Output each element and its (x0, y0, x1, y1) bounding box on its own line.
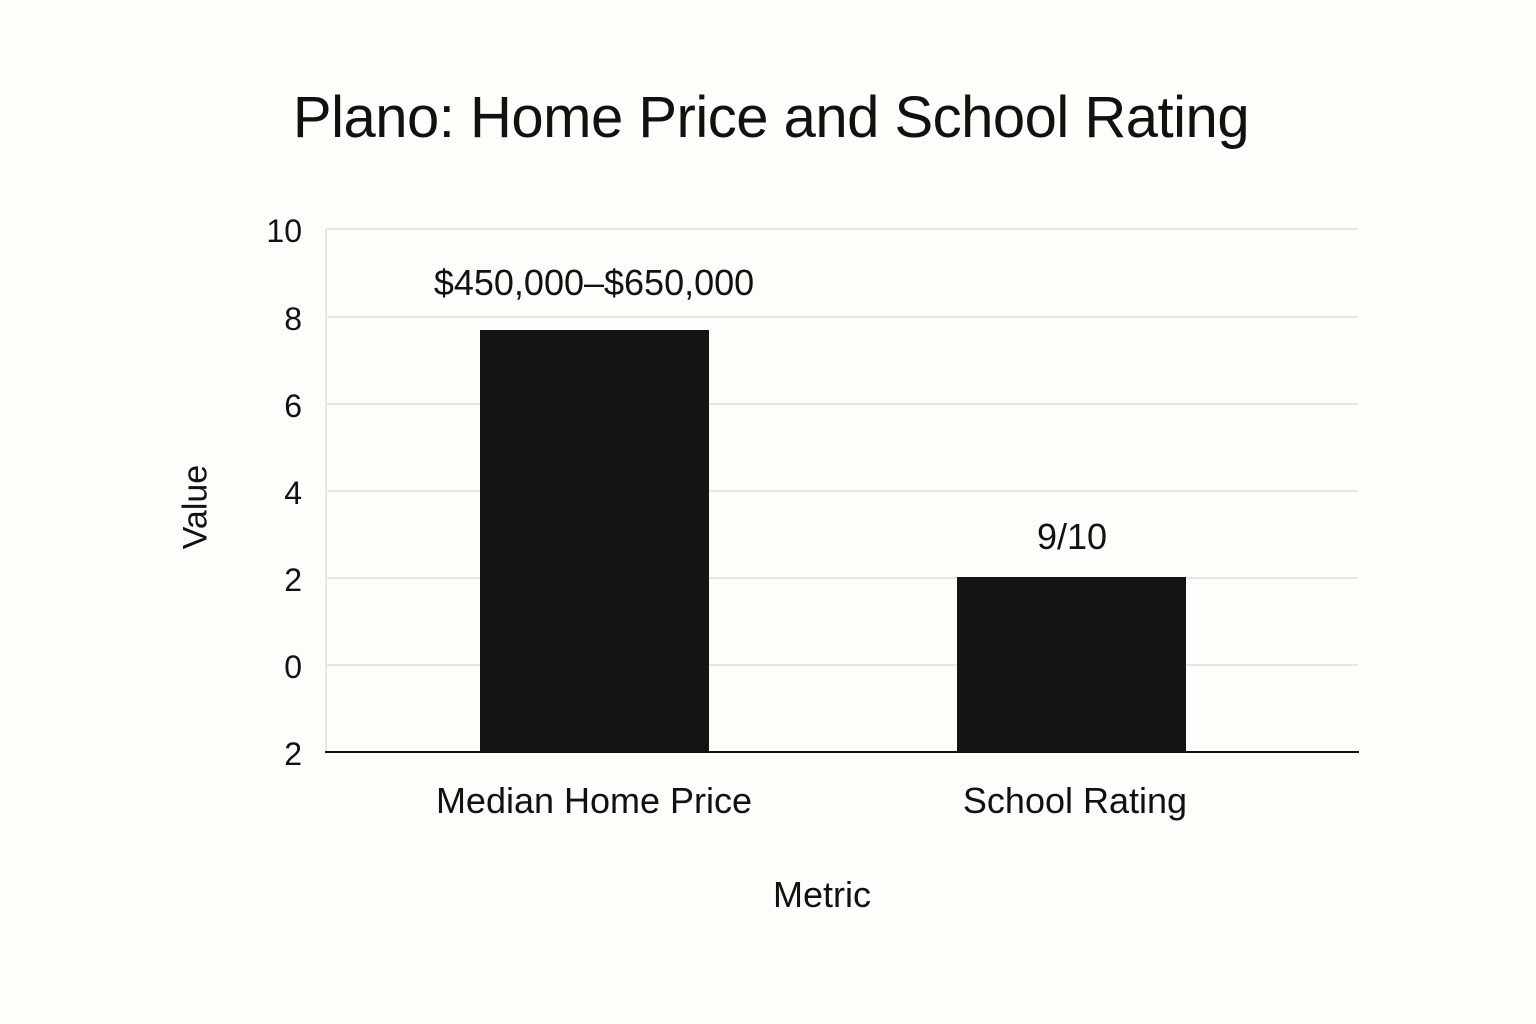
gridline (326, 577, 1358, 579)
chart-title: Plano: Home Price and School Rating (292, 85, 1250, 150)
y-axis-line (325, 229, 327, 753)
x-axis-label: Metric (773, 874, 871, 915)
y-tick: 10 (266, 213, 302, 249)
y-tick: 4 (284, 475, 302, 511)
bar-school-rating (957, 577, 1186, 752)
data-label: $450,000–$650,000 (433, 262, 755, 303)
gridline (326, 664, 1358, 666)
data-label: 9/10 (1036, 516, 1108, 557)
x-tick: Median Home Price (435, 780, 753, 821)
x-axis-line (325, 751, 1359, 753)
gridline (326, 490, 1358, 492)
gridline (326, 403, 1358, 405)
gridline (326, 316, 1358, 318)
x-tick: School Rating (962, 780, 1188, 821)
y-tick: 6 (284, 388, 302, 424)
gridline (326, 228, 1358, 230)
y-tick: 2 (284, 736, 302, 772)
y-tick: 0 (284, 649, 302, 685)
y-axis-label: Value (176, 464, 215, 550)
y-tick: 2 (284, 562, 302, 598)
y-tick: 8 (284, 301, 302, 337)
bar-median-home-price (480, 330, 709, 752)
